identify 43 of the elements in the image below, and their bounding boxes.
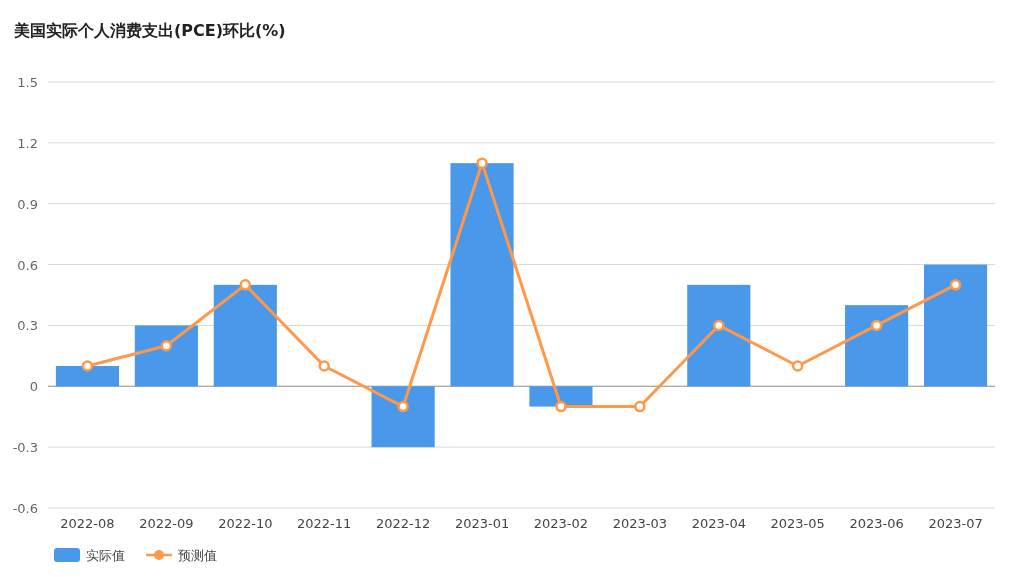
bar bbox=[450, 163, 514, 387]
point bbox=[555, 400, 567, 413]
point bbox=[713, 319, 725, 332]
x-tick-label: 2023-07 bbox=[928, 516, 983, 531]
y-tick-label: 0 bbox=[29, 379, 38, 395]
bar bbox=[134, 325, 198, 387]
y-tick-label: 0.3 bbox=[17, 318, 38, 334]
bar bbox=[371, 386, 435, 448]
point bbox=[634, 400, 646, 413]
point bbox=[239, 279, 252, 291]
x-tick-label: 2023-06 bbox=[849, 516, 904, 531]
point bbox=[476, 157, 488, 169]
y-tick-label: 0.6 bbox=[17, 257, 38, 273]
x-tick-label: 2023-03 bbox=[612, 516, 668, 531]
point bbox=[318, 360, 330, 372]
bar bbox=[55, 366, 120, 387]
point bbox=[791, 360, 804, 372]
x-tick-label: 2022-09 bbox=[139, 516, 194, 531]
y-tick-label: 1.5 bbox=[17, 75, 38, 90]
point bbox=[81, 360, 94, 372]
bar bbox=[923, 264, 988, 387]
bar bbox=[687, 284, 751, 387]
y-tick-label: -0.3 bbox=[12, 440, 38, 456]
x-tick-label: 2023-02 bbox=[533, 516, 589, 531]
bar bbox=[213, 284, 277, 387]
y-tick-label: 1.2 bbox=[17, 135, 38, 151]
point bbox=[870, 319, 883, 332]
x-tick-label: 2023-01 bbox=[454, 516, 510, 531]
legend-label: 预测值 bbox=[178, 548, 217, 563]
y-tick-label: -0.6 bbox=[12, 501, 38, 516]
chart-title: 美国实际个人消费支出(PCE)环比(%) bbox=[13, 21, 286, 40]
x-tick-label: 2022-12 bbox=[375, 516, 431, 531]
point bbox=[949, 279, 962, 291]
legend-label: 实际值 bbox=[86, 548, 125, 563]
x-tick-label: 2023-05 bbox=[770, 516, 825, 531]
point bbox=[397, 400, 409, 413]
x-tick-label: 2022-11 bbox=[297, 516, 352, 531]
bar bbox=[845, 305, 909, 387]
y-tick-label: 0.9 bbox=[17, 196, 38, 212]
point bbox=[160, 339, 173, 352]
x-tick-label: 2023-04 bbox=[691, 516, 746, 531]
x-tick-label: 2022-08 bbox=[60, 516, 115, 531]
x-tick-label: 2022-10 bbox=[218, 516, 273, 531]
